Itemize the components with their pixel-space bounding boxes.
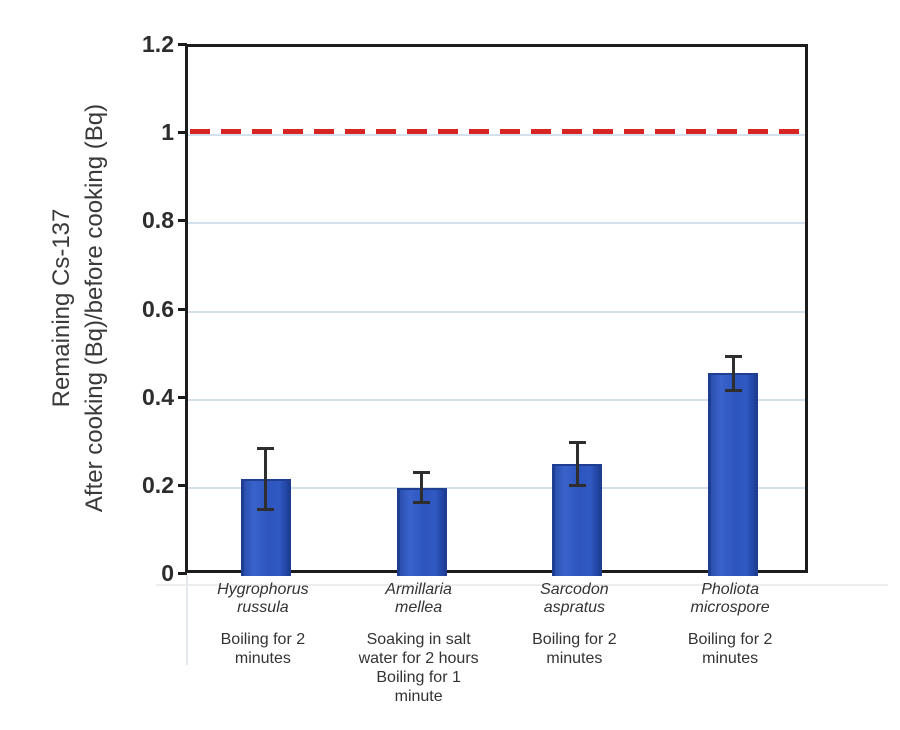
plot-area — [185, 44, 808, 576]
y-tick-mark-0.6 — [178, 307, 187, 311]
cooking-method-3: Boiling for 2 minutes — [532, 631, 617, 667]
species-name-4: Pholiota microspore — [690, 581, 770, 616]
gridline-0.8 — [188, 222, 805, 225]
x-label-4: Pholiota microspore Boiling for 2 minutes — [648, 581, 812, 668]
x-label-3: Sarcodon aspratus Boiling for 2 minutes — [492, 581, 656, 668]
error-bar-cap-bottom-4 — [724, 388, 742, 392]
y-tick-mark-1 — [178, 131, 187, 135]
gridline-1 — [188, 134, 805, 137]
bar-4 — [708, 373, 759, 576]
species-name-1: Hygrophorus russula — [217, 581, 309, 616]
y-tick-label-1: 1 — [161, 119, 174, 146]
y-tick-label-0.8: 0.8 — [142, 207, 174, 234]
species-name-2: Armillaria mellea — [385, 581, 452, 616]
gridline-0.6 — [188, 310, 805, 313]
y-tick-mark-0.2 — [178, 483, 187, 487]
species-name-3: Sarcodon aspratus — [540, 581, 609, 616]
y-tick-label-0.6: 0.6 — [142, 295, 174, 322]
cooking-method-4: Boiling for 2 minutes — [687, 631, 773, 667]
error-bar-stem-2 — [420, 472, 424, 504]
y-tick-mark-0 — [178, 572, 187, 575]
cooking-method-1: Boiling for 2 minutes — [220, 631, 306, 667]
error-bar-stem-1 — [264, 448, 268, 510]
y-tick-mark-0.8 — [178, 219, 187, 223]
gridline-0.4 — [188, 398, 805, 401]
y-tick-label-0.4: 0.4 — [142, 383, 174, 410]
x-label-2: Armillaria mellea Soaking in salt water f… — [337, 581, 501, 706]
axis-artifact-line — [186, 575, 188, 665]
error-bar-cap-top-2 — [413, 471, 431, 475]
y-axis-title-line1: Remaining Cs-137 — [48, 208, 75, 408]
y-tick-mark-0.4 — [178, 395, 187, 399]
error-bar-cap-top-3 — [568, 440, 586, 444]
error-bar-cap-top-4 — [724, 354, 742, 358]
y-tick-label-1.2: 1.2 — [142, 31, 174, 57]
error-bar-cap-bottom-2 — [413, 501, 431, 505]
y-tick-mark-1.2 — [178, 43, 187, 46]
y-tick-label-0: 0 — [161, 560, 174, 586]
error-bar-cap-bottom-1 — [257, 507, 275, 511]
error-bar-cap-top-1 — [257, 447, 275, 451]
cooking-method-2: Soaking in salt water for 2 hours Boilin… — [358, 631, 479, 705]
error-bar-cap-bottom-3 — [568, 483, 586, 487]
y-tick-label-0.2: 0.2 — [142, 471, 174, 498]
reference-line — [190, 129, 803, 135]
baseline-artifact-line — [156, 584, 888, 586]
error-bar-stem-3 — [575, 441, 579, 486]
error-bar-stem-4 — [731, 355, 735, 391]
x-label-1: Hygrophorus russula Boiling for 2 minutes — [181, 581, 345, 668]
gridline-0.2 — [188, 486, 805, 489]
